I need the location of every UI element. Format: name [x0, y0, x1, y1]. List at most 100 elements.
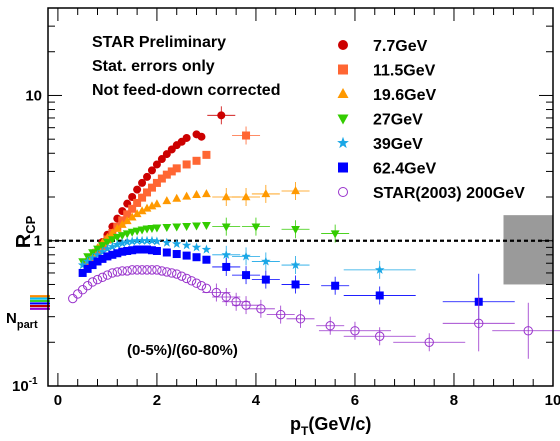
- data-point-5-6: [108, 250, 117, 259]
- data-point-3-19: [192, 222, 201, 231]
- data-point-4-25: [375, 264, 385, 274]
- data-point-6-32: [256, 304, 266, 314]
- x-tick-label-4: 4: [252, 392, 261, 409]
- legend-label-2: 19.6GeV: [373, 87, 436, 104]
- x-tick-label-8: 8: [450, 392, 458, 409]
- data-point-6-25: [191, 278, 202, 288]
- data-point-5-10: [128, 246, 137, 255]
- data-point-6-4: [87, 277, 98, 287]
- legend-label-0: 7.7GeV: [373, 38, 428, 55]
- data-point-6-7: [102, 270, 113, 280]
- y-tick-label-1: 1: [34, 233, 42, 250]
- data-point-6-10: [117, 266, 127, 276]
- data-point-1-17: [167, 167, 176, 176]
- data-point-4-24: [290, 260, 301, 270]
- data-point-5-14: [147, 246, 156, 255]
- data-point-4-3: [92, 249, 103, 259]
- legend-label-4: 39GeV: [373, 136, 423, 153]
- data-point-1-11: [138, 193, 147, 202]
- data-point-6-9: [112, 267, 123, 277]
- data-point-1-22: [242, 131, 251, 140]
- centrality-label: (0-5%)/(60-80%): [127, 342, 238, 359]
- data-point-3-22: [251, 223, 261, 232]
- data-point-3-23: [291, 226, 300, 235]
- data-point-3-17: [172, 223, 182, 232]
- data-point-4-20: [201, 244, 212, 254]
- data-point-4-11: [132, 235, 142, 245]
- x-tick-label-2: 2: [153, 392, 161, 409]
- data-point-4-21: [221, 249, 231, 259]
- data-point-3-16: [162, 223, 172, 232]
- legend-marker-0: [338, 40, 348, 50]
- data-point-2-6: [112, 223, 122, 232]
- data-point-6-39: [474, 318, 484, 329]
- data-point-2-8: [122, 216, 132, 225]
- data-point-0-21: [197, 132, 206, 141]
- data-point-0-11: [143, 172, 152, 181]
- data-point-3-24: [330, 230, 340, 239]
- legend-marker-4: [337, 136, 349, 149]
- data-point-2-19: [202, 189, 211, 198]
- x-tick-label-10: 10: [545, 392, 560, 409]
- data-point-5-12: [138, 245, 147, 254]
- data-point-2-13: [147, 201, 157, 210]
- data-point-6-40: [523, 326, 533, 336]
- data-point-6-22: [176, 271, 187, 281]
- data-point-6-26: [196, 281, 207, 291]
- data-point-0-9: [133, 185, 142, 194]
- data-point-0-14: [157, 155, 166, 164]
- data-point-4-17: [172, 239, 182, 248]
- legend-marker-6: [338, 187, 348, 197]
- y-tick-label-10: 10: [25, 87, 42, 104]
- x-tick-label-0: 0: [54, 392, 62, 409]
- data-point-6-14: [137, 265, 147, 275]
- data-point-4-9: [122, 237, 132, 247]
- legend-marker-5: [338, 162, 348, 173]
- legend-label-3: 27GeV: [373, 112, 423, 129]
- data-point-1-15: [157, 174, 166, 183]
- data-point-6-24: [186, 276, 197, 286]
- data-point-1-12: [143, 188, 152, 197]
- data-point-6-23: [181, 273, 192, 284]
- data-point-4-12: [137, 235, 147, 245]
- data-point-6-34: [295, 314, 306, 324]
- data-point-1-20: [192, 156, 201, 165]
- data-point-3-4: [98, 242, 107, 251]
- data-point-1-13: [147, 183, 156, 192]
- data-point-1-21: [202, 150, 211, 159]
- data-point-6-20: [167, 268, 177, 278]
- legend-marker-3: [337, 114, 349, 125]
- data-point-5-15: [152, 246, 161, 255]
- data-point-2-12: [142, 203, 152, 212]
- data-point-4-5: [102, 243, 113, 253]
- data-point-2-22: [261, 189, 271, 198]
- legend-marker-2: [337, 88, 349, 98]
- data-point-3-20: [202, 221, 211, 230]
- data-point-1-10: [133, 198, 142, 207]
- data-point-5-0: [78, 268, 87, 277]
- data-point-2-7: [117, 219, 127, 228]
- x-axis-label: pT(GeV/c): [290, 414, 371, 438]
- data-point-0-12: [147, 166, 156, 175]
- data-point-2-23: [291, 186, 300, 195]
- data-point-6-5: [92, 274, 103, 285]
- data-point-6-36: [350, 326, 360, 336]
- data-point-6-30: [231, 297, 241, 307]
- data-point-2-18: [192, 190, 201, 199]
- data-point-5-20: [202, 255, 211, 264]
- data-point-5-23: [261, 275, 270, 284]
- legend-label-5: 62.4GeV: [373, 161, 436, 178]
- data-point-0-10: [138, 178, 147, 187]
- data-point-2-21: [241, 192, 251, 201]
- data-point-5-18: [182, 251, 191, 260]
- y-tick-label-0.1: 10-1: [12, 376, 38, 395]
- data-point-2-11: [137, 206, 147, 215]
- data-point-6-31: [241, 300, 251, 310]
- y-axis-label: RCP: [13, 215, 38, 248]
- annotation-stat-errors: Stat. errors only: [92, 58, 215, 75]
- data-point-6-33: [275, 309, 286, 320]
- data-point-6-18: [157, 266, 167, 276]
- data-point-5-2: [88, 261, 97, 270]
